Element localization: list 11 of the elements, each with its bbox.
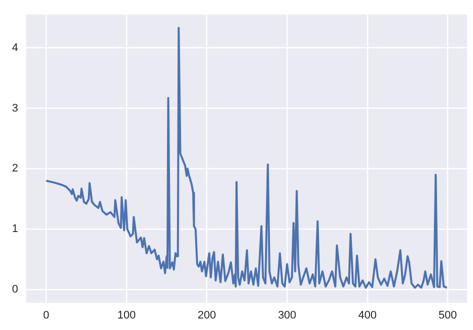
y-tick-label: 4 — [12, 42, 18, 54]
x-tick-label: 0 — [43, 309, 50, 322]
y-tick-label: 1 — [12, 223, 18, 236]
y-tick-label: 0 — [12, 284, 18, 296]
x-tick-label: 200 — [198, 309, 216, 322]
y-tick-label: 2 — [12, 162, 18, 175]
x-tick-label: 400 — [358, 309, 377, 322]
y-tick-label: 3 — [12, 102, 18, 114]
x-tick-label: 100 — [117, 309, 136, 322]
x-tick-label: 300 — [278, 309, 296, 322]
x-tick-label: 500 — [438, 309, 457, 322]
